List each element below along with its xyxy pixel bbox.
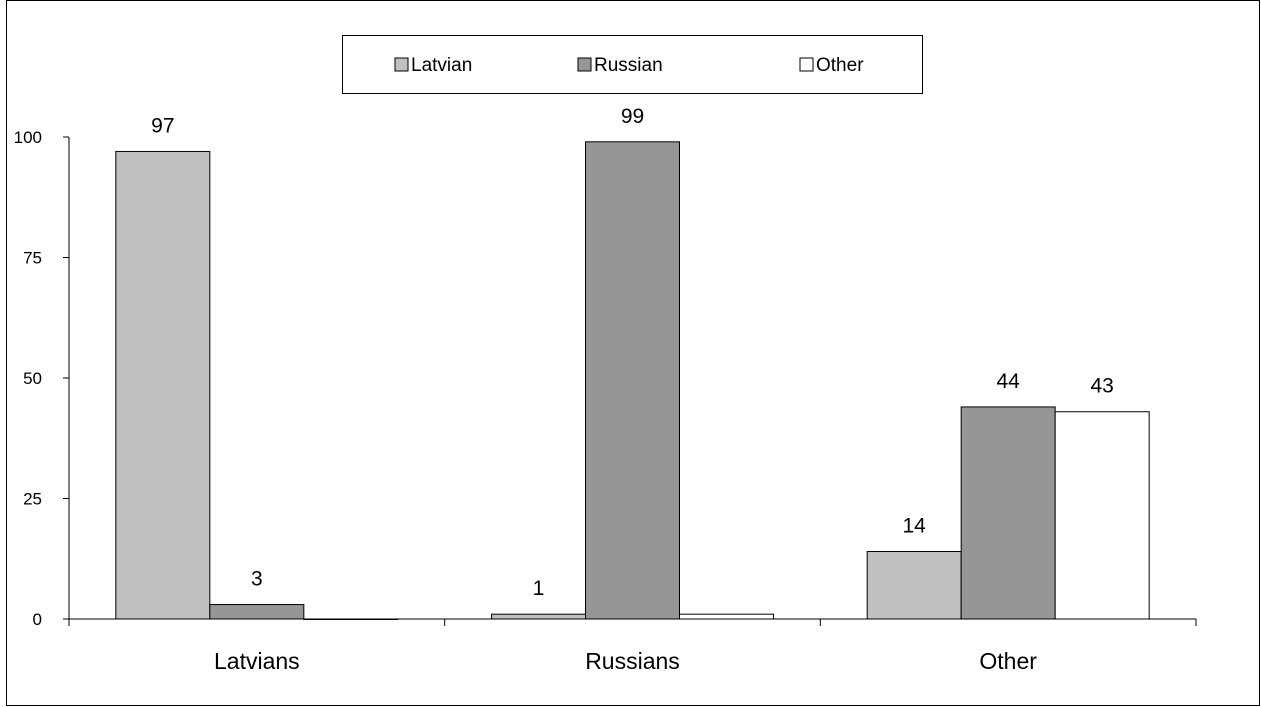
legend-swatch — [577, 57, 592, 72]
data-label: 44 — [996, 370, 1020, 393]
bar-russian-russians — [585, 141, 680, 620]
data-label: 43 — [1090, 375, 1113, 398]
category-label: Latvians — [214, 648, 300, 674]
data-label: 97 — [151, 114, 174, 137]
legend-swatch — [394, 57, 409, 72]
data-label: 14 — [902, 515, 926, 538]
legend-label: Latvian — [411, 55, 472, 76]
y-tick-label: 50 — [23, 369, 42, 388]
bars — [115, 141, 1150, 620]
category-label: Other — [979, 648, 1037, 674]
bar-other-russians — [679, 613, 774, 620]
bar-latvian-russians — [491, 613, 586, 620]
x-axis-ticks — [68, 619, 1197, 626]
legend-box — [342, 35, 923, 94]
data-label: 1 — [533, 577, 545, 600]
y-tick-label: 75 — [23, 249, 42, 268]
legend-label: Russian — [594, 55, 663, 76]
bar-other-other — [1054, 411, 1150, 620]
data-labels: 97 3 1 99 14 44 43 — [151, 105, 1114, 600]
category-label: Russians — [585, 648, 680, 674]
legend: Latvian Russian Other — [342, 35, 923, 94]
y-tick-label: 25 — [23, 490, 42, 509]
data-label: 3 — [251, 568, 263, 591]
bar-russian-other — [960, 406, 1056, 620]
category-labels: Latvians Russians Other — [214, 648, 1037, 674]
bar-latvian-latvians — [115, 150, 211, 620]
legend-swatch — [799, 57, 814, 72]
legend-label: Other — [816, 55, 864, 76]
y-axis-ticks: 0 25 50 75 100 — [14, 128, 69, 629]
y-tick-label: 100 — [14, 128, 42, 147]
y-tick-label: 0 — [33, 610, 42, 629]
bar-latvian-other — [866, 551, 962, 620]
bar-other-latvians — [303, 618, 399, 620]
data-label: 99 — [621, 105, 644, 128]
bar-russian-latvians — [209, 604, 305, 620]
